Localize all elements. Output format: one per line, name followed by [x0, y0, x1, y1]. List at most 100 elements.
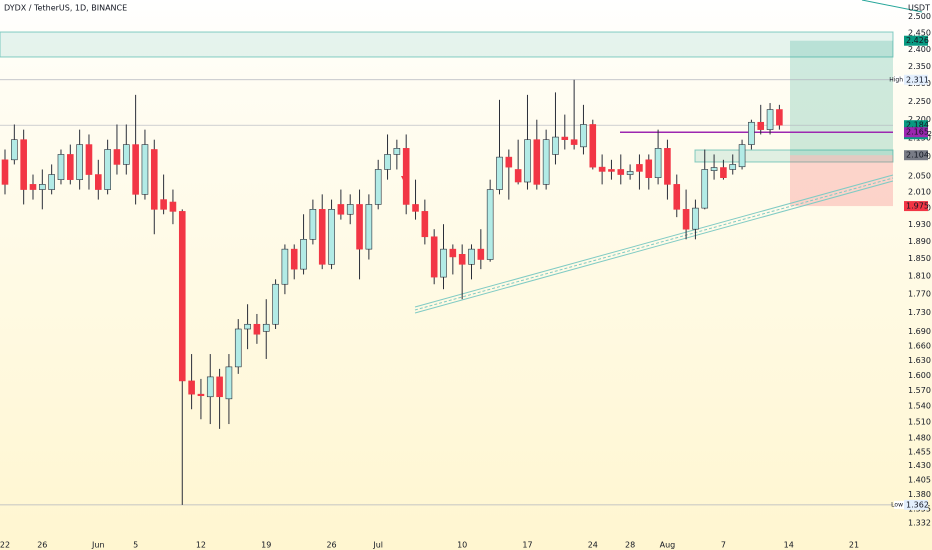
price-badge-label: 2.311 — [906, 75, 929, 84]
y-tick-label: 1.660 — [908, 341, 931, 350]
y-tick-label: 1.930 — [908, 220, 931, 229]
candle-body — [738, 144, 746, 168]
candle-body — [328, 209, 335, 265]
candle-body — [113, 149, 121, 165]
supply-zone — [0, 31, 894, 58]
candle-body — [542, 139, 550, 185]
price-badge-label: 1.362 — [906, 500, 929, 509]
y-tick-label: 1.570 — [908, 386, 931, 395]
candle-body — [95, 174, 102, 190]
x-tick-label: Aug — [660, 541, 676, 550]
candle-body — [281, 248, 289, 285]
candle-body — [449, 248, 457, 258]
candle-body — [580, 124, 587, 148]
candle-body — [290, 248, 298, 270]
candle-body — [412, 204, 419, 212]
candle-body — [356, 204, 363, 250]
candle-body — [468, 248, 475, 265]
candle-body — [458, 254, 466, 265]
price-badge — [904, 35, 928, 46]
candle-body — [664, 148, 671, 185]
candle-body — [1, 159, 9, 185]
x-tick-label: 26 — [37, 541, 47, 550]
y-tick-label: 1.810 — [908, 272, 931, 281]
candle-body — [346, 204, 354, 215]
candle-body — [262, 323, 270, 332]
position-tool — [0, 40, 893, 506]
candle-body — [645, 159, 653, 178]
candle-body — [776, 109, 783, 126]
price-badge — [904, 127, 928, 138]
candle-body — [104, 149, 111, 190]
candle-body — [598, 166, 606, 172]
y-tick-label: 1.600 — [908, 371, 931, 380]
candle-body — [76, 144, 83, 180]
candle-body — [216, 376, 223, 398]
y-tick-label: 2.450 — [908, 28, 931, 37]
candle-body — [253, 323, 261, 335]
trend-line — [414, 180, 894, 314]
y-tick-label: 2.500 — [908, 12, 931, 21]
trend-line — [861, 0, 923, 13]
candle-body — [766, 109, 774, 130]
candle-body — [122, 144, 130, 165]
candle-body — [169, 201, 177, 212]
candle-body — [244, 323, 251, 330]
y-tick-label: 1.540 — [908, 402, 931, 411]
y-tick-label: 2.010 — [908, 187, 931, 196]
price-badge — [904, 74, 928, 85]
price-badge-label: 2.165 — [906, 128, 929, 137]
candle-body — [132, 144, 139, 195]
y-tick-label: 2.250 — [908, 97, 931, 106]
candle-body — [67, 154, 74, 180]
candle-body — [393, 148, 401, 155]
x-tick-label: 24 — [588, 541, 598, 550]
candle-body — [701, 169, 709, 209]
candles — [1, 79, 783, 505]
candle-body — [477, 248, 485, 260]
y-tick-label: 1.690 — [908, 327, 931, 336]
candle-body — [636, 164, 643, 172]
candle-body — [402, 148, 410, 205]
x-tick-label: 14 — [784, 541, 794, 550]
candle-body — [720, 167, 727, 178]
candle-body — [272, 283, 279, 325]
candle-body — [757, 121, 765, 130]
badge-name-bg — [894, 500, 904, 509]
candle-body — [234, 328, 242, 368]
candle-body — [225, 366, 233, 400]
x-tick-label: 28 — [625, 541, 635, 550]
trend-line — [414, 174, 894, 308]
candle-body — [188, 380, 195, 395]
candle-body — [20, 139, 27, 190]
candle-body — [374, 169, 382, 205]
candle-body — [682, 209, 690, 230]
price-badge-label: 1.975 — [906, 202, 929, 211]
candle-body — [337, 204, 345, 215]
x-tick-label: 17 — [522, 541, 532, 550]
candle-body — [197, 393, 205, 397]
y-tick-label: 2.050 — [908, 172, 931, 181]
candle-body — [486, 189, 494, 260]
price-badge — [904, 201, 928, 212]
badge-name: Low — [891, 501, 903, 508]
x-tick-label: 5 — [133, 541, 138, 550]
candle-body — [48, 174, 55, 190]
trend-line-mid — [414, 177, 894, 311]
price-badge-label: 2.104 — [906, 151, 929, 160]
candle-body — [160, 199, 167, 210]
y-tick-label: 1.510 — [908, 417, 931, 426]
y-tick-label: 1.850 — [908, 254, 931, 263]
candle-body — [748, 121, 755, 145]
candle-body — [57, 154, 65, 180]
candle-body — [178, 211, 186, 382]
x-tick-label: 12 — [196, 541, 206, 550]
loss-zone — [790, 155, 893, 207]
candle-body — [524, 139, 531, 183]
candle-body — [626, 171, 634, 175]
candle-body — [561, 136, 569, 140]
candle-body — [430, 236, 438, 278]
